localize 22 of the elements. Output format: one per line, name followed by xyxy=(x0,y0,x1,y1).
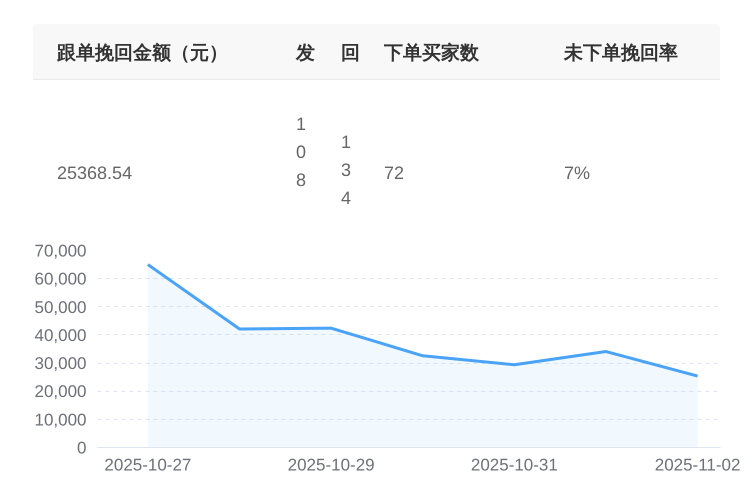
text: 72 xyxy=(384,162,404,185)
x-tick-label: 2025-11-02 xyxy=(654,456,740,474)
y-tick-label: 30,000 xyxy=(34,354,87,374)
text: 回 xyxy=(341,42,360,66)
y-tick-label: 0 xyxy=(77,438,87,458)
text: 发 xyxy=(296,42,315,66)
x-tick-label: 2025-10-29 xyxy=(288,456,375,474)
text: 跟单挽回金额（元） xyxy=(57,42,228,66)
text: 108 xyxy=(296,113,308,192)
text: 未下单挽回率 xyxy=(564,42,678,66)
text: 7% xyxy=(564,162,590,185)
text: 25368.54 xyxy=(57,162,132,185)
text: 下单买家数 xyxy=(384,42,479,66)
y-tick-label: 10,000 xyxy=(34,410,87,430)
y-tick-label: 60,000 xyxy=(34,270,87,289)
x-tick-label: 2025-10-31 xyxy=(470,456,558,474)
x-tick-label: 2025-10-27 xyxy=(104,456,192,474)
y-tick-label: 70,000 xyxy=(34,242,87,260)
y-tick-label: 50,000 xyxy=(34,298,87,317)
text: 134 xyxy=(341,131,352,210)
y-tick-label: 40,000 xyxy=(34,326,87,345)
y-tick-label: 20,000 xyxy=(34,382,87,402)
